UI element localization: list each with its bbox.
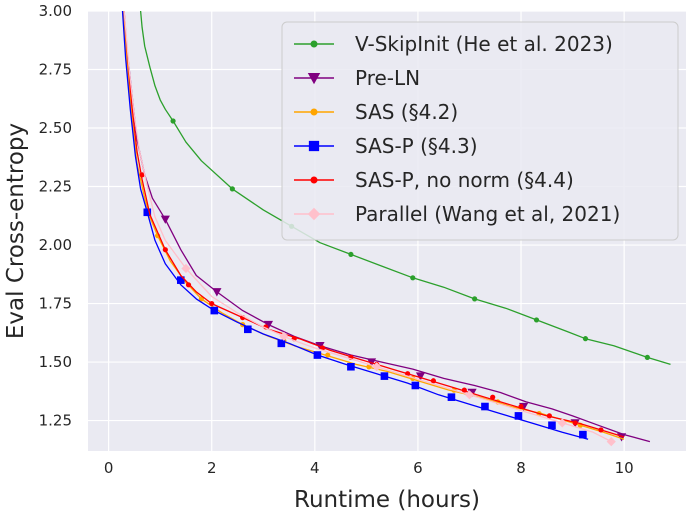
data-point	[490, 394, 496, 400]
y-tick-label: 3.00	[39, 2, 72, 20]
data-point	[181, 263, 191, 274]
x-tick-label: 4	[310, 459, 320, 477]
x-tick-label: 0	[104, 459, 114, 477]
legend-item: V-SkipInit (He et al. 2023)	[294, 32, 613, 56]
data-point	[415, 372, 426, 381]
x-axis-label: Runtime (hours)	[294, 487, 480, 513]
data-point	[579, 430, 587, 439]
legend-marker	[310, 176, 318, 184]
data-point	[464, 390, 475, 400]
y-tick-label: 1.75	[39, 295, 72, 313]
data-point	[348, 251, 354, 258]
y-axis-label: Eval Cross-entropy	[3, 123, 29, 339]
data-point	[481, 402, 489, 411]
x-tick-labels: 0 2 4 6 8 10	[104, 459, 634, 477]
data-point	[518, 403, 524, 410]
data-point	[279, 331, 289, 341]
legend-marker	[310, 108, 318, 116]
legend-item: SAS (§4.2)	[294, 100, 458, 124]
data-point	[160, 215, 170, 224]
data-point	[366, 364, 372, 370]
data-point	[313, 351, 322, 359]
data-point	[548, 421, 556, 430]
data-point	[582, 336, 589, 342]
legend-marker	[308, 140, 320, 152]
legend-label: SAS (§4.2)	[355, 100, 458, 124]
data-point	[533, 317, 540, 323]
data-point	[372, 362, 382, 372]
data-point	[210, 306, 219, 315]
series-line	[123, 11, 612, 443]
data-point	[229, 186, 235, 192]
legend: V-SkipInit (He et al. 2023) Pre-LN SAS (§4…	[281, 21, 679, 241]
legend-item: SAS-P, no norm (§4.4)	[294, 168, 574, 192]
data-point	[263, 320, 274, 330]
data-point	[212, 288, 222, 297]
y-tick-labels: 1.25 1.50 1.75 2.00 2.25 2.50 2.75 3.00	[39, 2, 72, 430]
legend-item: Parallel (Wang et al, 2021)	[294, 202, 620, 226]
data-point	[176, 276, 185, 284]
y-tick-label: 1.25	[39, 412, 72, 430]
data-point	[514, 412, 523, 420]
data-point	[410, 275, 416, 281]
legend-marker	[310, 40, 318, 48]
data-point	[472, 296, 478, 302]
legend-marker	[307, 207, 321, 221]
y-tick-label: 2.25	[39, 178, 72, 196]
legend-item: SAS-P (§4.3)	[294, 134, 478, 158]
data-point	[546, 413, 552, 419]
x-tick-label: 8	[516, 459, 526, 477]
data-point	[185, 282, 192, 288]
data-point	[572, 420, 578, 426]
x-tick-label: 6	[413, 459, 423, 477]
legend-label: SAS-P (§4.3)	[355, 134, 478, 158]
data-point	[277, 339, 286, 348]
data-point	[557, 418, 567, 428]
data-point	[461, 387, 467, 393]
data-point	[447, 393, 456, 401]
x-tick-label: 10	[615, 459, 634, 477]
series-4	[121, 11, 589, 440]
data-point	[644, 354, 650, 360]
y-tick-label: 2.75	[39, 61, 72, 79]
data-point	[347, 362, 355, 371]
data-point	[598, 427, 604, 433]
y-tick-label: 2.00	[39, 236, 72, 254]
legend-label: Pre-LN	[355, 66, 420, 90]
data-point	[139, 172, 145, 178]
data-point	[411, 381, 420, 390]
data-point	[244, 325, 252, 334]
legend-box	[281, 21, 679, 241]
y-tick-label: 1.50	[39, 353, 72, 371]
data-point	[209, 300, 215, 307]
data-point	[380, 372, 389, 380]
y-tick-label: 2.50	[39, 119, 72, 137]
data-point	[143, 208, 152, 217]
data-point	[170, 118, 176, 124]
data-point	[162, 247, 168, 253]
x-tick-label: 2	[207, 459, 217, 477]
legend-label: SAS-P, no norm (§4.4)	[355, 168, 574, 192]
legend-item: Pre-LN	[294, 66, 420, 90]
data-point	[325, 352, 331, 358]
data-point	[430, 378, 436, 384]
data-point	[606, 437, 616, 447]
series-6	[123, 11, 616, 447]
legend-label: V-SkipInit (He et al. 2023)	[355, 32, 613, 56]
legend-marker	[307, 73, 321, 85]
legend-label: Parallel (Wang et al, 2021)	[355, 202, 620, 226]
